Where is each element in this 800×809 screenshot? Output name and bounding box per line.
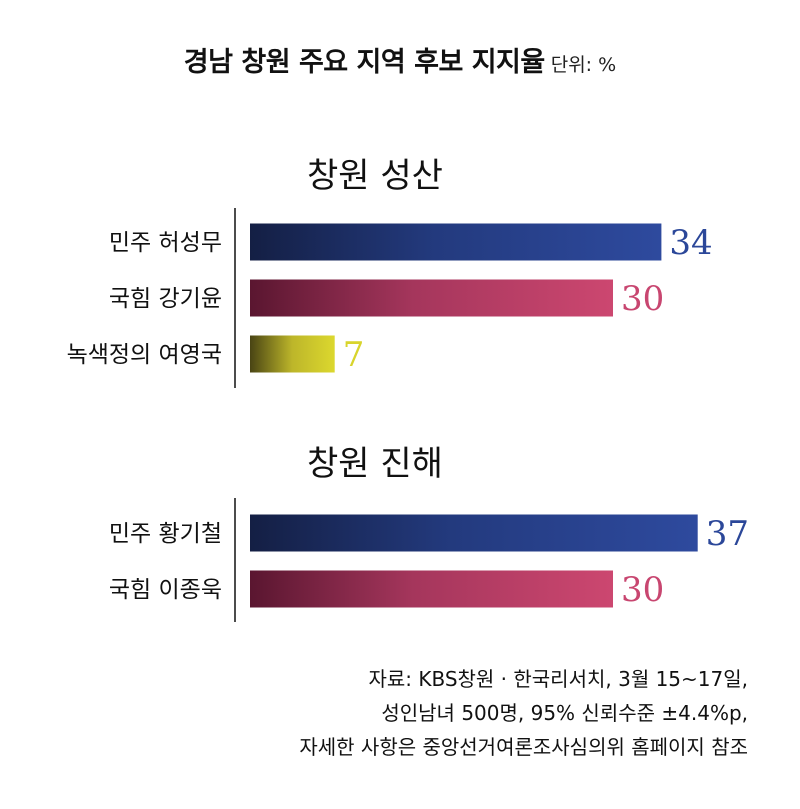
bar <box>250 279 613 317</box>
bar <box>250 514 698 552</box>
value-label: 7 <box>343 335 365 375</box>
unit-label: 단위: % <box>550 54 617 76</box>
value-label: 30 <box>621 570 664 610</box>
bar <box>250 223 662 261</box>
value-label: 30 <box>621 279 664 319</box>
category-label: 국힘 강기윤 <box>109 286 222 312</box>
section-title-seongsan: 창원 성산 <box>307 156 443 196</box>
title-row: 경남 창원 주요 지역 후보 지지율 단위: % <box>0 40 800 79</box>
value-label: 34 <box>669 223 712 263</box>
category-label: 민주 황기철 <box>109 521 222 547</box>
value-label: 37 <box>706 514 749 554</box>
category-label: 민주 허성무 <box>109 230 222 256</box>
section-title-jinhae: 창원 진해 <box>307 444 443 484</box>
source-note: 자료: KBS창원 · 한국리서치, 3월 15~17일, 성인남녀 500명,… <box>299 662 748 764</box>
category-label: 국힘 이종욱 <box>109 577 222 603</box>
source-line-3: 자세한 사항은 중앙선거여론조사심의위 홈페이지 참조 <box>299 735 748 759</box>
source-line-1: 자료: KBS창원 · 한국리서치, 3월 15~17일, <box>368 667 748 691</box>
source-line-2: 성인남녀 500명, 95% 신뢰수준 ±4.4%p, <box>381 701 748 725</box>
category-label: 녹색정의 여영국 <box>67 342 222 368</box>
bar <box>250 570 613 608</box>
chart-title: 경남 창원 주요 지역 후보 지지율 <box>183 47 545 78</box>
bar <box>250 335 335 373</box>
